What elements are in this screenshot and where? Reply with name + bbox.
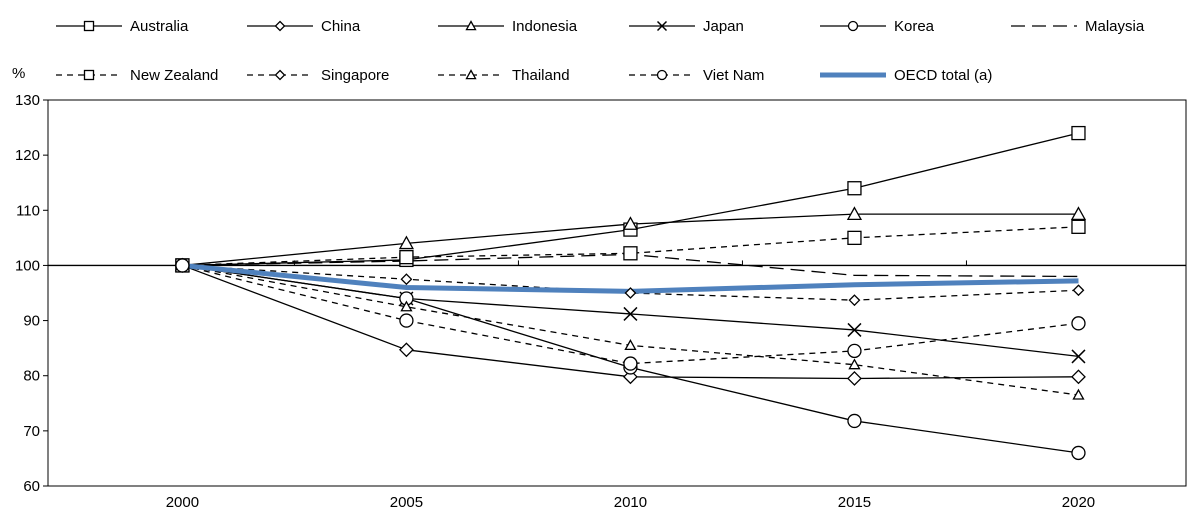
legend-label: China [321,18,361,35]
legend-item-japan: Japan [629,18,744,35]
data-point-viet-nam [623,356,638,371]
data-point-australia [847,181,862,196]
legend-item-singapore: Singapore [247,67,389,84]
data-point-indonesia [622,216,639,230]
legend-label: Korea [894,18,935,35]
legend-marker [83,69,95,81]
legend-marker [274,20,286,32]
data-point-thailand [848,358,861,370]
legend-marker [656,69,668,81]
legend-marker [656,20,668,32]
y-axis-label: % [12,65,25,82]
legend-marker [847,20,859,32]
legend-marker [465,69,477,80]
data-point-new-zealand [1071,219,1086,234]
legend-item-indonesia: Indonesia [438,18,578,35]
data-point-thailand [400,300,413,312]
data-point-china [1071,369,1086,385]
legend-label: OECD total (a) [894,67,992,84]
legend-label: New Zealand [130,67,218,84]
data-point-singapore [848,294,861,307]
data-point-new-zealand [847,230,862,246]
plot-frame [47,99,1187,487]
data-point-japan [1071,349,1086,364]
legend-marker [274,69,286,81]
data-point-australia [1071,125,1086,141]
data-point-indonesia [398,235,415,250]
y-tick-label: 70 [23,423,40,440]
data-point-korea [1071,445,1086,461]
y-tick-label: 100 [15,257,40,274]
y-tick-label: 60 [23,478,40,495]
legend-marker [465,20,477,31]
legend-item-korea: Korea [820,18,935,35]
data-point-china [399,342,414,358]
chart-legend: Australia China Indonesia Japan Korea Malaysi… [56,18,1145,84]
legend-label: Japan [703,18,744,35]
legend-label: Viet Nam [703,67,764,84]
y-tick-label: 130 [15,92,40,109]
x-tick-label: 2000 [166,494,199,511]
data-point-indonesia [846,206,863,220]
legend-label: Malaysia [1085,18,1145,35]
data-point-korea [847,413,862,429]
x-tick-label: 2020 [1062,494,1095,511]
data-point-indonesia [1070,206,1087,220]
legend-item-viet-nam: Viet Nam [629,67,764,84]
data-point-singapore [1072,284,1085,297]
data-point-singapore [624,287,637,299]
series-line-australia [182,132,1079,267]
y-tick-label: 120 [15,147,40,164]
plot-area: 60 70 80 90 100 110 120 130 2000 2005 2010 2015 2020 [15,92,1187,511]
legend-item-new-zealand: New Zealand [56,67,218,84]
data-point-new-zealand [399,250,414,265]
x-tick-label: 2010 [614,494,647,511]
x-tick-label: 2005 [390,494,423,511]
y-tick-label: 110 [16,202,40,219]
data-point-viet-nam [175,258,190,273]
data-point-new-zealand [623,246,638,261]
legend-item-australia: Australia [56,18,189,35]
legend-label: Australia [130,18,189,35]
legend-label: Singapore [321,67,389,84]
y-tick-label: 80 [23,368,40,385]
data-point-china [847,371,862,386]
legend-label: Thailand [512,67,570,84]
data-point-singapore [400,273,413,286]
data-point-thailand [624,339,637,351]
x-tick-label: 2015 [838,494,871,511]
legend-marker [83,20,95,32]
data-point-japan [847,322,862,337]
legend-item-oecd-total-a: OECD total (a) [820,67,992,84]
legend-item-thailand: Thailand [438,67,570,84]
legend-item-malaysia: Malaysia [1011,18,1145,35]
data-point-japan [623,306,638,321]
data-point-thailand [1072,388,1085,400]
legend-item-china: China [247,18,361,35]
data-point-viet-nam [399,313,414,328]
legend-label: Indonesia [512,18,578,35]
data-point-viet-nam [847,343,862,359]
y-tick-label: 90 [23,313,40,330]
data-point-viet-nam [1071,316,1086,331]
